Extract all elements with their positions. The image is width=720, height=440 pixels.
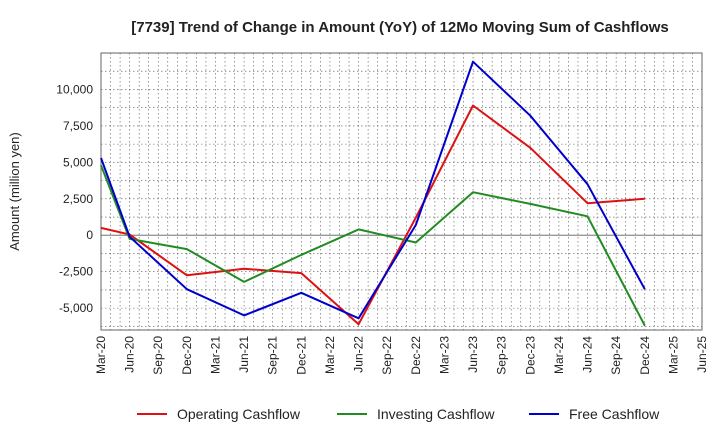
free-cashflow-line — [100, 60, 646, 320]
y-tick-label: 0 — [86, 228, 93, 242]
x-tick-label: Mar-20 — [94, 336, 108, 374]
series-layer — [100, 60, 646, 327]
y-axis-label: Amount (million yen) — [7, 132, 22, 251]
x-tick-label: Jun-25 — [695, 336, 709, 373]
x-tick-label: Dec-21 — [294, 336, 308, 375]
operating-cashflow-line — [100, 104, 645, 326]
x-tick-label: Mar-23 — [437, 336, 451, 374]
x-tick-label: Mar-25 — [666, 336, 680, 374]
x-tick-label: Sep-21 — [266, 336, 280, 375]
investing-cashflow-line — [100, 164, 646, 327]
x-tick-label: Sep-23 — [495, 336, 509, 375]
x-tick-label: Dec-20 — [180, 336, 194, 375]
x-tick-label: Dec-23 — [523, 336, 537, 375]
x-tick-label: Dec-24 — [638, 336, 652, 375]
y-tick-label: -2,500 — [59, 265, 93, 279]
x-tick-label: Sep-20 — [151, 336, 165, 375]
x-tick-label: Jun-21 — [237, 336, 251, 373]
x-tick-label: Dec-22 — [409, 336, 423, 375]
y-tick-label: 10,000 — [56, 82, 93, 96]
x-tick-label: Jun-23 — [466, 336, 480, 373]
x-tick-label: Sep-24 — [609, 336, 623, 375]
free-cashflow-legend-label: Free Cashflow — [569, 406, 660, 422]
y-tick-label: -5,000 — [59, 301, 93, 315]
y-tick-label: 2,500 — [63, 192, 93, 206]
x-tick-label: Jun-20 — [123, 336, 137, 373]
x-tick-label: Jun-24 — [581, 336, 595, 373]
operating-cashflow-legend-label: Operating Cashflow — [177, 406, 301, 422]
x-tick-label: Mar-21 — [208, 336, 222, 374]
y-tick-label: 5,000 — [63, 155, 93, 169]
plot-background — [101, 53, 702, 330]
x-tick-label: Sep-22 — [380, 336, 394, 375]
investing-cashflow-legend-label: Investing Cashflow — [377, 406, 495, 422]
plot-frame — [100, 52, 703, 331]
x-tick-label: Mar-24 — [552, 336, 566, 374]
chart-title: [7739] Trend of Change in Amount (YoY) o… — [131, 19, 669, 36]
x-axis: Mar-20 Jun-20 Sep-20 Dec-20 Mar-21 Jun-21 Sep-… — [94, 336, 709, 375]
x-tick-label: Mar-22 — [323, 336, 337, 374]
grid — [100, 52, 703, 330]
legend: Operating Cashflow Investing Cashflow Free… — [137, 406, 660, 422]
x-tick-label: Jun-22 — [352, 336, 366, 373]
y-tick-label: 7,500 — [63, 119, 93, 133]
y-axis: -5,000 -2,500 0 2,500 5,000 7,500 10,000 — [56, 82, 93, 315]
